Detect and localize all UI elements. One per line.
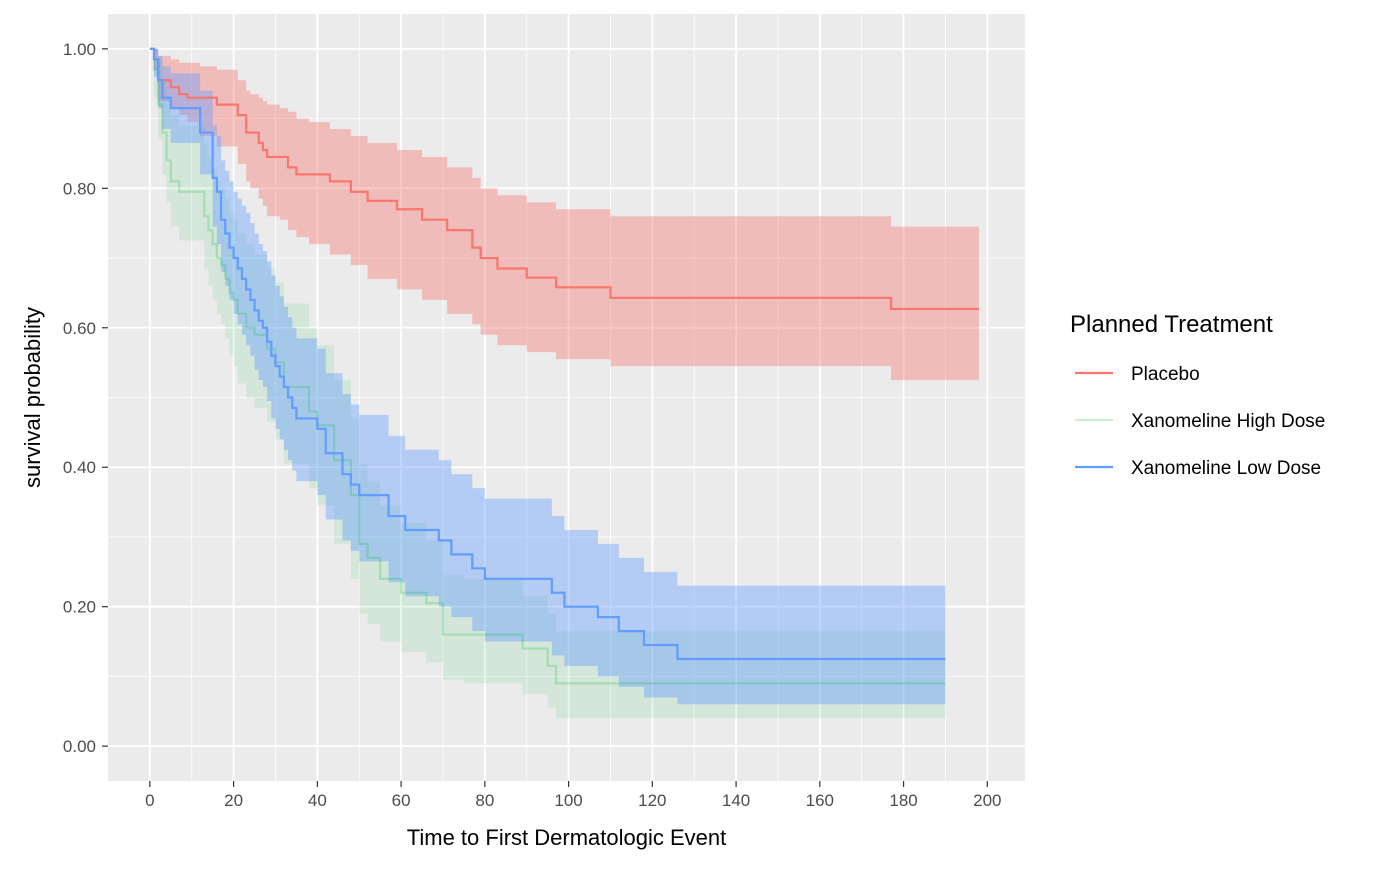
x-tick-label: 60 [392, 791, 411, 810]
curve-xanomeline-low-dose [149, 47, 946, 661]
x-tick-label: 100 [554, 791, 582, 810]
y-tick-label: 0.00 [63, 737, 96, 756]
legend-label: Xanomeline Low Dose [1131, 458, 1321, 479]
y-tick-label: 0.40 [63, 458, 96, 477]
x-tick-label: 120 [638, 791, 666, 810]
curve-xanomeline-high-dose [149, 47, 946, 685]
y-tick-label: 0.80 [63, 179, 96, 198]
x-tick-label: 140 [722, 791, 750, 810]
y-tick-label: 1.00 [63, 40, 96, 59]
band-xanomeline-high-dose [149, 48, 946, 719]
x-tick-label: 160 [806, 791, 834, 810]
y-axis-title: survival probability [20, 307, 45, 488]
x-tick-label: 40 [308, 791, 327, 810]
minor-gridlines [108, 14, 1025, 781]
legend: Planned Treatment Placebo Xanomeline High… [1070, 311, 1325, 479]
legend-title: Planned Treatment [1070, 311, 1273, 338]
x-axis-title: Time to First Dermatologic Event [407, 825, 727, 850]
x-tick-label: 180 [889, 791, 917, 810]
x-axis: 0 20 40 60 80 100 120 140 160 180 200 [145, 781, 1002, 810]
legend-label: Xanomeline High Dose [1131, 411, 1325, 432]
x-tick-label: 20 [224, 791, 243, 810]
band-xanomeline-low-dose [149, 48, 946, 705]
x-tick-label: 80 [475, 791, 494, 810]
y-axis: 0.00 0.20 0.40 0.60 0.80 1.00 [63, 40, 108, 756]
x-tick-label: 200 [973, 791, 1001, 810]
y-tick-label: 0.60 [63, 319, 96, 338]
curve-placebo [149, 47, 979, 311]
survival-curves [149, 47, 979, 685]
y-tick-label: 0.20 [63, 598, 96, 617]
x-tick-label: 0 [145, 791, 154, 810]
legend-label: Placebo [1131, 364, 1200, 385]
